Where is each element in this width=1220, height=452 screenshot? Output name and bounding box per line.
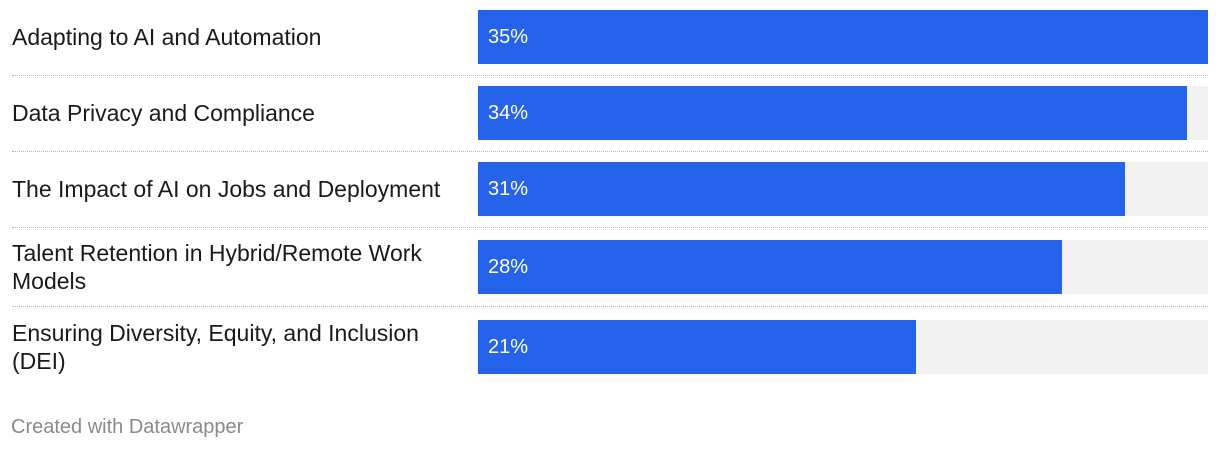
bar: 28% bbox=[478, 240, 1062, 294]
bar-value-label: 28% bbox=[488, 256, 529, 278]
bar-track: 31% bbox=[478, 162, 1208, 216]
category-label: Data Privacy and Compliance bbox=[12, 100, 315, 126]
row-divider bbox=[12, 306, 1208, 307]
bar-track: 35% bbox=[478, 10, 1208, 64]
category-label: Talent Retention in Hybrid/Remote Work M… bbox=[12, 240, 422, 294]
bar: 34% bbox=[478, 86, 1187, 140]
bar: 31% bbox=[478, 162, 1125, 216]
row-divider bbox=[12, 151, 1208, 152]
bar-track: 28% bbox=[478, 240, 1208, 294]
bar-value-label: 31% bbox=[488, 178, 529, 200]
row-divider bbox=[12, 75, 1208, 76]
bar-track: 21% bbox=[478, 320, 1208, 374]
bar-track: 34% bbox=[478, 86, 1208, 140]
bar-value-label: 34% bbox=[488, 102, 529, 124]
bar-chart: Adapting to AI and Automation 35% Data Pri… bbox=[12, 10, 1208, 374]
row-divider bbox=[12, 227, 1208, 228]
bar-value-label: 21% bbox=[488, 336, 529, 358]
bar: 35% bbox=[478, 10, 1208, 64]
datawrapper-credit: Created with Datawrapper bbox=[11, 416, 244, 438]
bar-value-label: 35% bbox=[488, 26, 529, 48]
bar: 21% bbox=[478, 320, 916, 374]
category-label: Adapting to AI and Automation bbox=[12, 24, 322, 50]
category-label: The Impact of AI on Jobs and Deployment bbox=[12, 176, 441, 202]
category-label: Ensuring Diversity, Equity, and Inclusio… bbox=[12, 320, 419, 374]
